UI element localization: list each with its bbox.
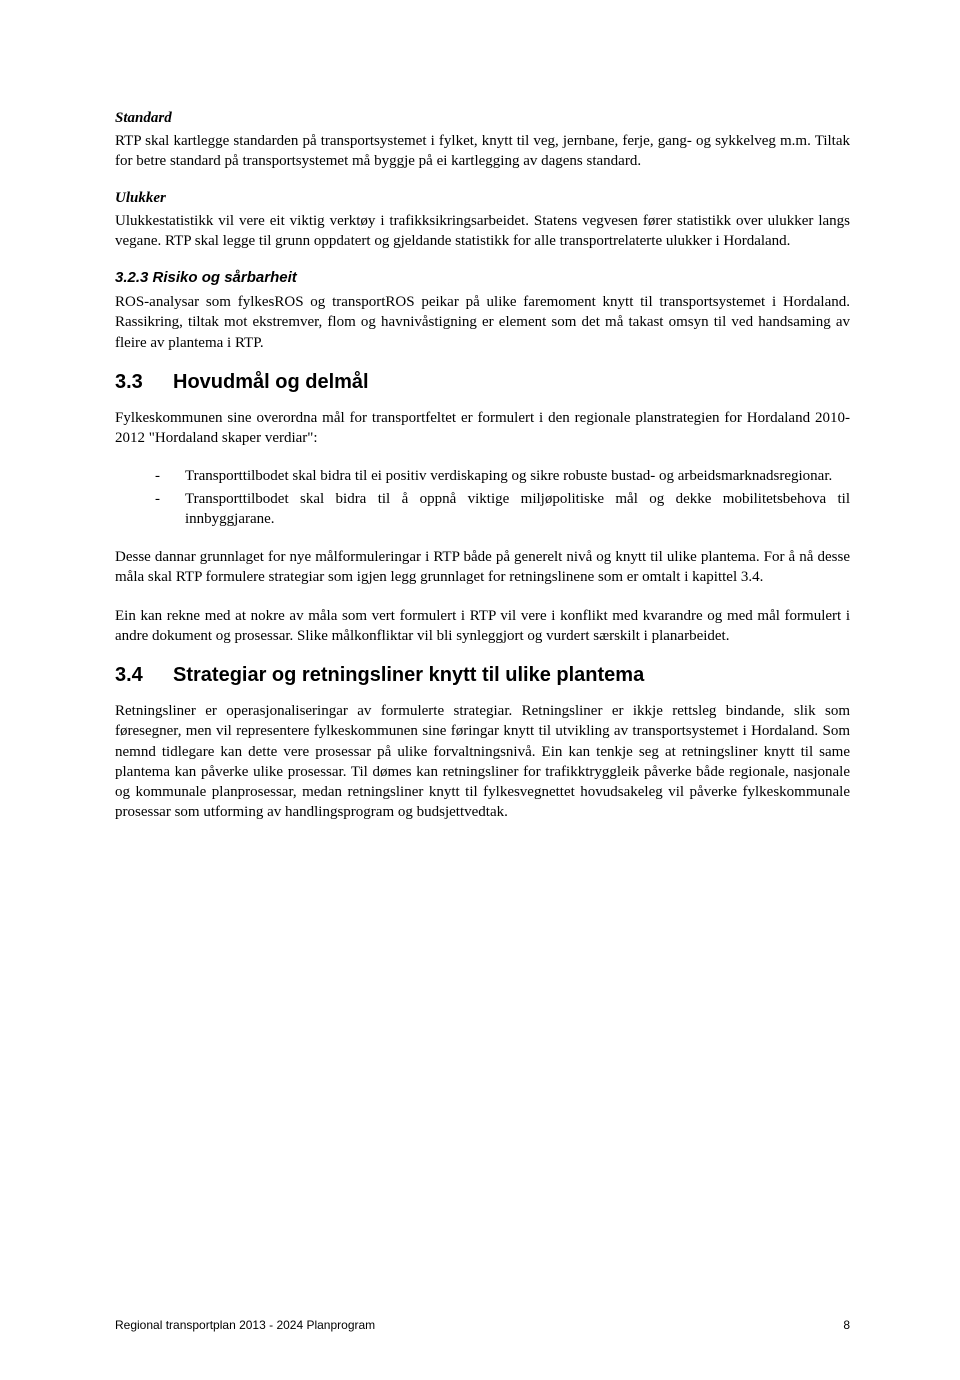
ulukker-body: Ulukkestatistikk vil vere eit viktig ver… (115, 211, 850, 252)
footer-page-number: 8 (843, 1318, 850, 1332)
standard-heading: Standard (115, 110, 850, 127)
risiko-heading: 3.2.3 Risiko og sårbarheit (115, 269, 850, 286)
list-item: - Transporttilbodet skal bidra til ei po… (155, 466, 850, 486)
section-33-p2: Desse dannar grunnlaget for nye målformu… (115, 547, 850, 588)
list-item: - Transporttilbodet skal bidra til å opp… (155, 489, 850, 530)
section-ulukker: Ulukker Ulukkestatistikk vil vere eit vi… (115, 190, 850, 252)
bullet-text: Transporttilbodet skal bidra til ei posi… (185, 466, 850, 486)
bullet-dash-icon: - (155, 489, 185, 530)
section-33-bullets: - Transporttilbodet skal bidra til ei po… (155, 466, 850, 529)
section-34-number: 3.4 (115, 664, 173, 687)
section-34-title: Strategiar og retningsliner knytt til ul… (173, 664, 644, 686)
section-33-intro: Fylkeskommunen sine overordna mål for tr… (115, 408, 850, 449)
section-33-title: Hovudmål og delmål (173, 371, 369, 393)
section-33-heading: 3.3Hovudmål og delmål (115, 371, 850, 394)
standard-body: RTP skal kartlegge standarden på transpo… (115, 131, 850, 172)
section-34-body: Retningsliner er operasjonaliseringar av… (115, 701, 850, 823)
footer-title: Regional transportplan 2013 - 2024 Planp… (115, 1318, 375, 1332)
bullet-dash-icon: - (155, 466, 185, 486)
section-34-heading: 3.4Strategiar og retningsliner knytt til… (115, 664, 850, 687)
page-footer: Regional transportplan 2013 - 2024 Planp… (115, 1318, 850, 1332)
section-standard: Standard RTP skal kartlegge standarden p… (115, 110, 850, 172)
risiko-body: ROS-analysar som fylkesROS og transportR… (115, 292, 850, 353)
bullet-text: Transporttilbodet skal bidra til å oppnå… (185, 489, 850, 530)
ulukker-heading: Ulukker (115, 190, 850, 207)
section-33-p3: Ein kan rekne med at nokre av måla som v… (115, 606, 850, 647)
section-risiko: 3.2.3 Risiko og sårbarheit ROS-analysar … (115, 269, 850, 353)
section-33-number: 3.3 (115, 371, 173, 394)
